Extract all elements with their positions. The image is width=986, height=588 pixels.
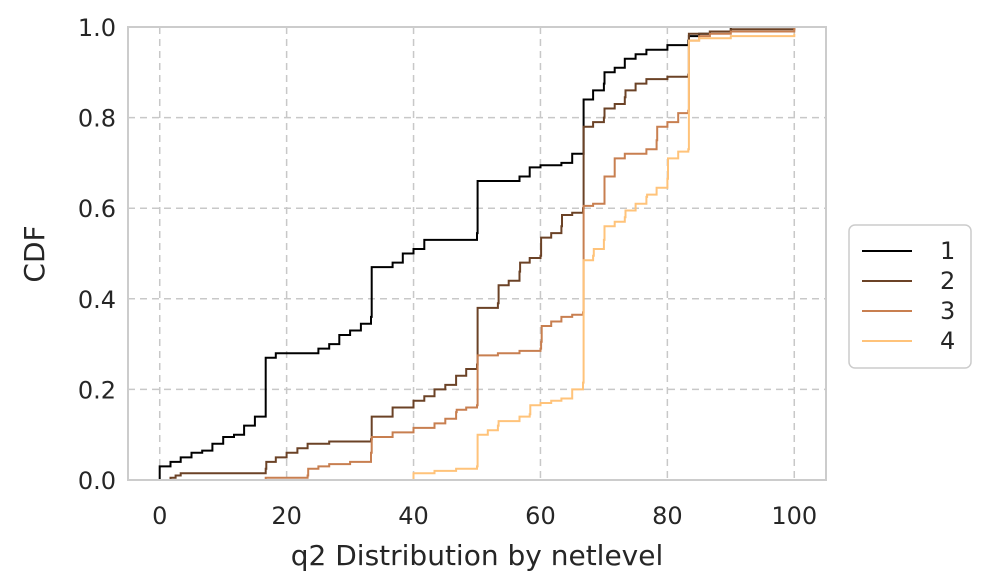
- series-line-4: [412, 33, 796, 480]
- x-tick-label: 80: [652, 502, 683, 530]
- series-line-1: [158, 26, 795, 480]
- legend-label-1: 1: [940, 237, 955, 265]
- legend-frame: [848, 224, 972, 369]
- x-tick-label: 60: [525, 502, 556, 530]
- y-tick-label: 0.4: [78, 286, 116, 314]
- plot-frame: [127, 26, 827, 481]
- legend-label-2: 2: [940, 267, 955, 295]
- x-axis-label: q2 Distribution by netlevel: [291, 539, 664, 572]
- y-tick-labels: 0.0 0.2 0.4 0.6 0.8 1.0: [78, 14, 116, 495]
- legend-label-4: 4: [940, 327, 955, 355]
- x-tick-label: 40: [398, 502, 429, 530]
- x-tick-label: 0: [152, 502, 167, 530]
- series-line-3: [264, 27, 796, 480]
- grid: [128, 27, 826, 480]
- y-tick-label: 0.6: [78, 195, 116, 223]
- y-tick-label: 0.8: [78, 105, 116, 133]
- series-line-2: [169, 27, 796, 480]
- x-tick-label: 100: [771, 502, 817, 530]
- y-tick-label: 0.2: [78, 376, 116, 404]
- series-lines: [158, 26, 796, 480]
- y-tick-label: 0.0: [78, 467, 116, 495]
- y-axis-label: CDF: [18, 225, 51, 282]
- x-tick-label: 20: [271, 502, 302, 530]
- legend-label-3: 3: [940, 297, 955, 325]
- x-tick-labels: 0 20 40 60 80 100: [152, 502, 817, 530]
- y-tick-label: 1.0: [78, 14, 116, 42]
